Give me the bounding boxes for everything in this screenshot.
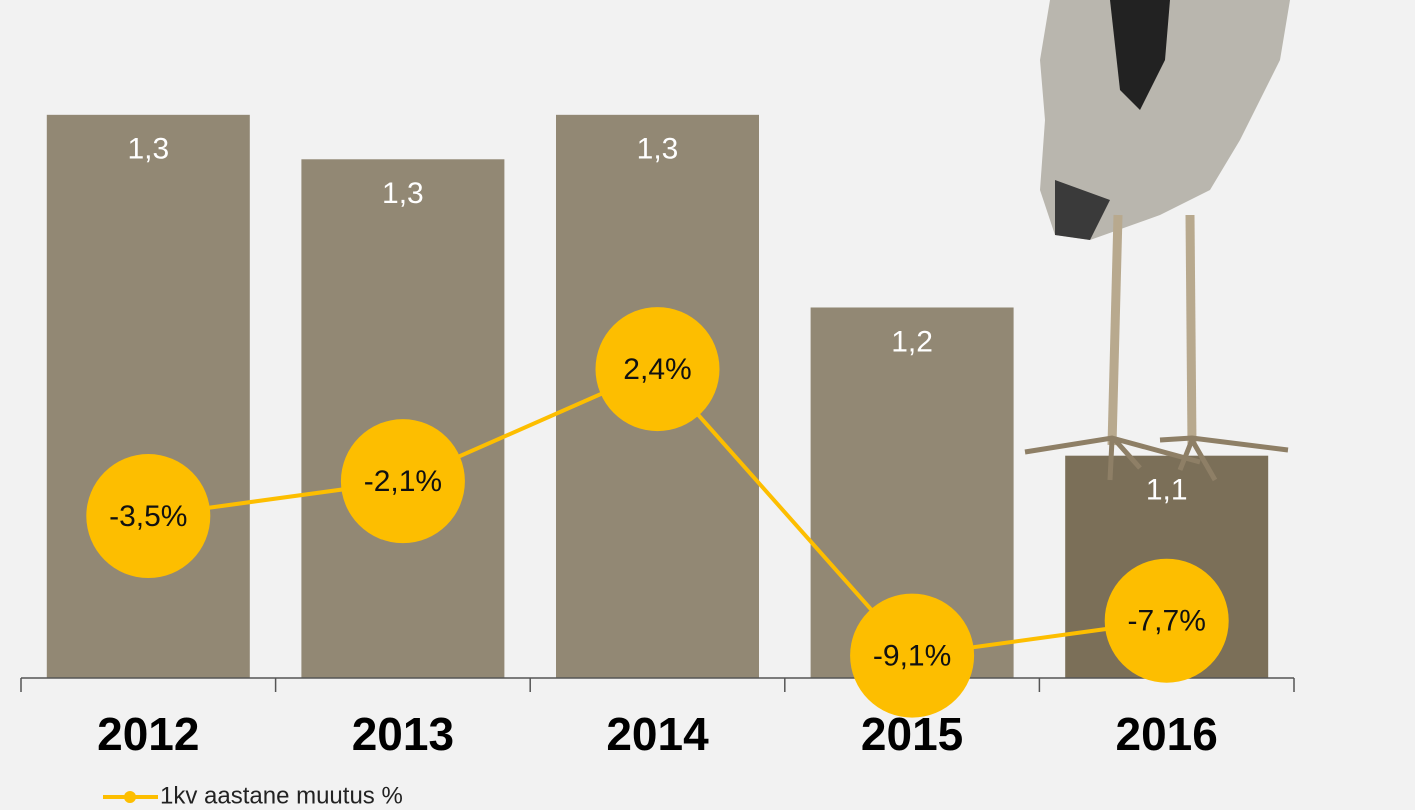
- point-value-label: -9,1%: [873, 639, 951, 672]
- line-point: [86, 454, 211, 579]
- line-point: [340, 419, 465, 544]
- heron-illustration: [1024, 0, 1290, 482]
- bar-value-label: 1,3: [637, 133, 679, 166]
- point-value-label: -3,5%: [109, 500, 187, 533]
- point-value-label: -7,7%: [1128, 605, 1206, 638]
- bar-value-label: 1,3: [382, 177, 424, 210]
- bar: [301, 159, 505, 679]
- line-point: [595, 307, 720, 432]
- x-tick-label: 2014: [606, 708, 709, 760]
- bar-value-label: 1,1: [1146, 474, 1188, 507]
- line-point: [1104, 558, 1229, 683]
- bar: [46, 114, 250, 679]
- line-point: [850, 593, 975, 718]
- legend-label: 1kv aastane muutus %: [160, 782, 403, 809]
- bar-value-label: 1,3: [127, 133, 169, 166]
- point-value-label: -2,1%: [364, 465, 442, 498]
- x-tick-label: 2012: [97, 708, 199, 760]
- x-tick-label: 2013: [352, 708, 454, 760]
- legend-marker: [124, 791, 136, 803]
- x-tick-label: 2016: [1116, 708, 1218, 760]
- bar-value-label: 1,2: [891, 325, 933, 358]
- point-value-label: 2,4%: [623, 353, 691, 386]
